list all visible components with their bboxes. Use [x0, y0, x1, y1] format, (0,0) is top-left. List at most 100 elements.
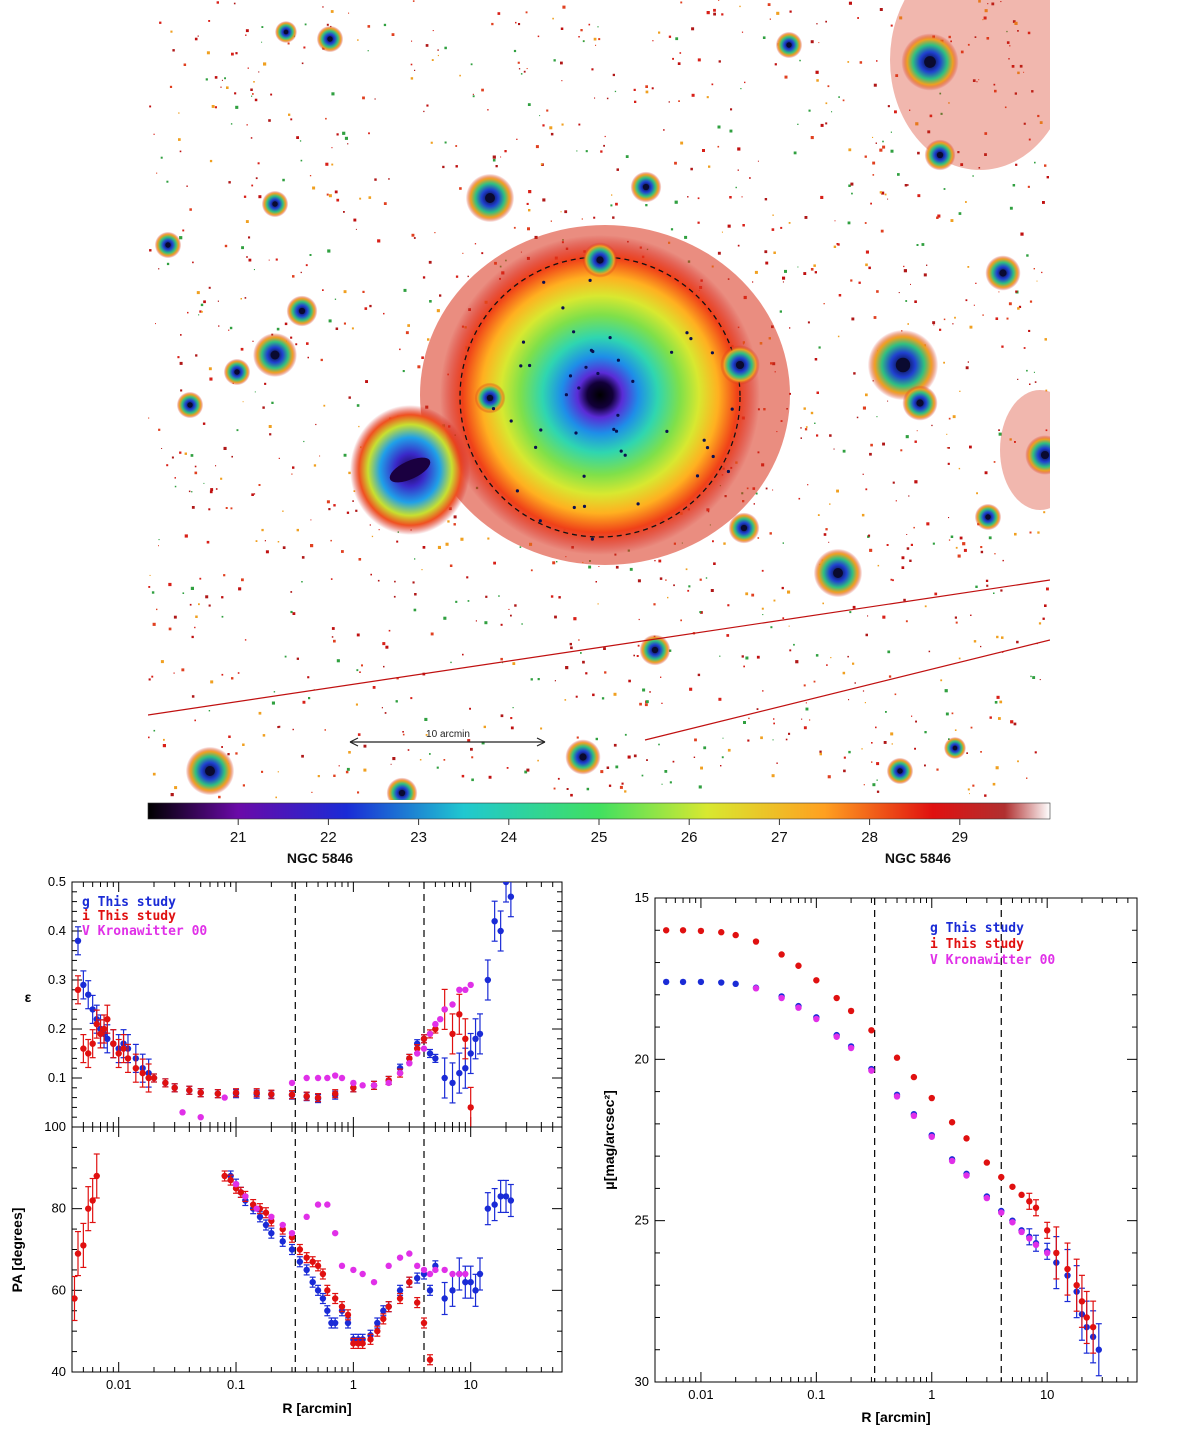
noise-pixel — [355, 703, 358, 706]
noise-pixel — [743, 721, 746, 724]
noise-pixel — [850, 182, 854, 186]
noise-pixel — [345, 770, 349, 774]
noise-pixel — [740, 88, 742, 90]
noise-pixel — [201, 310, 203, 313]
noise-pixel — [754, 270, 758, 274]
data-point — [303, 1092, 310, 1100]
noise-pixel — [518, 23, 521, 26]
gc-point — [572, 505, 576, 510]
noise-pixel — [916, 430, 918, 432]
noise-pixel — [706, 96, 709, 99]
noise-pixel — [330, 10, 334, 13]
gc-point — [584, 365, 588, 369]
caption-left: NGC 5846 — [287, 850, 353, 866]
noise-pixel — [405, 331, 409, 335]
noise-pixel — [149, 574, 151, 576]
noise-pixel — [843, 769, 846, 773]
y-tick-label: 30 — [635, 1374, 649, 1389]
noise-pixel — [393, 595, 396, 598]
noise-pixel — [984, 794, 987, 797]
data-point — [462, 1270, 469, 1278]
noise-pixel — [900, 449, 903, 452]
noise-pixel — [148, 678, 151, 681]
noise-pixel — [1034, 161, 1036, 164]
noise-pixel — [718, 60, 721, 63]
data-point — [456, 1069, 463, 1077]
noise-pixel — [181, 668, 185, 672]
noise-pixel — [342, 131, 346, 135]
noise-pixel — [495, 165, 498, 168]
noise-pixel — [767, 3, 771, 6]
noise-pixel — [737, 244, 740, 247]
data-point — [350, 1340, 357, 1347]
legend-v: V Kronawitter 00 — [82, 924, 207, 939]
noise-pixel — [186, 185, 188, 187]
noise-pixel — [481, 252, 484, 255]
noise-pixel — [190, 586, 194, 590]
noise-pixel — [336, 133, 339, 136]
noise-pixel — [248, 236, 251, 239]
noise-pixel — [871, 761, 873, 763]
noise-pixel — [500, 714, 504, 718]
noise-pixel — [980, 546, 983, 549]
noise-pixel — [324, 729, 326, 731]
noise-pixel — [158, 268, 160, 270]
noise-pixel — [203, 482, 205, 484]
gc-point — [705, 446, 710, 450]
noise-pixel — [788, 732, 791, 735]
noise-pixel — [672, 57, 674, 60]
pa-frame — [71, 1126, 563, 1373]
scale-bar-arrows — [349, 737, 546, 747]
noise-pixel — [1011, 65, 1015, 68]
noise-pixel — [814, 358, 818, 361]
satellite-trail-1 — [148, 579, 1050, 716]
noise-pixel — [697, 197, 700, 200]
noise-pixel — [158, 428, 161, 431]
noise-pixel — [847, 655, 849, 658]
data-point — [420, 1045, 428, 1052]
noise-pixel — [508, 608, 510, 610]
noise-pixel — [426, 104, 429, 107]
noise-pixel — [825, 528, 828, 531]
noise-pixel — [552, 561, 556, 565]
noise-pixel — [798, 497, 801, 500]
star-core — [924, 56, 936, 68]
noise-pixel — [275, 258, 278, 261]
noise-pixel — [445, 542, 449, 546]
noise-pixel — [582, 660, 585, 664]
noise-pixel — [810, 40, 814, 44]
noise-pixel — [1006, 30, 1008, 33]
noise-pixel — [191, 635, 194, 639]
gc-point — [582, 504, 587, 508]
noise-pixel — [560, 27, 564, 30]
noise-pixel — [940, 679, 943, 682]
noise-pixel — [195, 354, 198, 357]
noise-pixel — [268, 259, 270, 261]
data-point — [718, 929, 725, 936]
noise-pixel — [663, 129, 665, 131]
noise-pixel — [268, 119, 271, 122]
noise-pixel — [300, 271, 302, 274]
noise-pixel — [296, 657, 299, 660]
noise-pixel — [994, 553, 996, 555]
colorbar-tick-label: 23 — [410, 829, 427, 846]
noise-pixel — [301, 62, 304, 65]
gc-point — [711, 454, 715, 459]
x-tick-label: 10 — [463, 1377, 477, 1392]
noise-pixel — [764, 198, 768, 201]
data-point — [441, 1006, 448, 1013]
noise-pixel — [996, 635, 999, 639]
noise-pixel — [1014, 21, 1018, 25]
noise-pixel — [865, 488, 868, 491]
pa-xlabel: R [arcmin] — [282, 1400, 351, 1416]
noise-pixel — [474, 243, 477, 245]
noise-pixel — [1033, 268, 1035, 270]
noise-pixel — [343, 290, 347, 294]
noise-pixel — [244, 297, 247, 299]
data-point — [847, 1007, 855, 1015]
noise-pixel — [887, 650, 891, 654]
noise-pixel — [1027, 185, 1030, 188]
gc-point — [519, 364, 523, 368]
noise-pixel — [190, 454, 194, 457]
data-point — [331, 1090, 339, 1097]
